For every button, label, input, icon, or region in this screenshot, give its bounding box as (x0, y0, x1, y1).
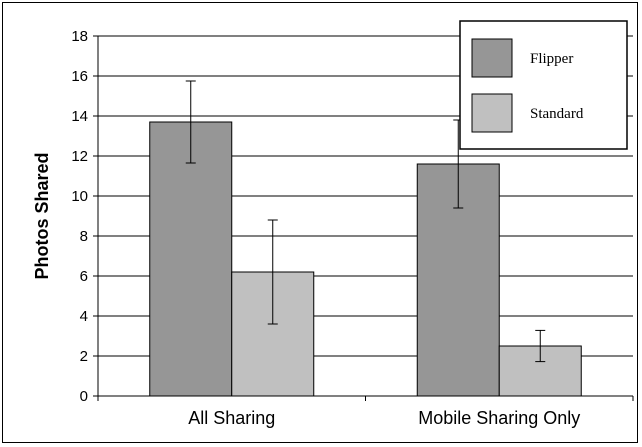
y-tick-label: 16 (71, 68, 88, 85)
category-label: All Sharing (188, 408, 275, 428)
y-tick-label: 10 (71, 188, 88, 205)
y-tick-label: 2 (80, 348, 88, 365)
legend-swatch-standard (471, 93, 513, 133)
chart-frame (2, 2, 638, 443)
y-axis-label: Photos Shared (32, 152, 52, 279)
legend: Flipper Standard (459, 20, 628, 150)
legend-label-standard: Standard (530, 106, 584, 122)
y-tick-label: 4 (80, 308, 88, 325)
category-labels: All Sharing Mobile Sharing Only (188, 408, 580, 428)
bar-flipper-0 (149, 121, 233, 397)
y-tick-label: 18 (71, 28, 88, 45)
y-tick-label: 8 (80, 228, 88, 245)
legend-label-flipper: Flipper (530, 51, 573, 67)
y-tick-label: 0 (80, 388, 88, 405)
y-tick-label: 14 (71, 108, 88, 125)
axes (93, 35, 634, 401)
y-tick-labels: 0 2 4 6 8 10 12 14 16 18 (71, 28, 88, 405)
bars (149, 121, 582, 397)
legend-swatch-flipper (471, 38, 513, 78)
y-tick-label: 12 (71, 148, 88, 165)
category-label: Mobile Sharing Only (418, 408, 580, 428)
y-tick-label: 6 (80, 268, 88, 285)
error-bars (185, 80, 546, 363)
